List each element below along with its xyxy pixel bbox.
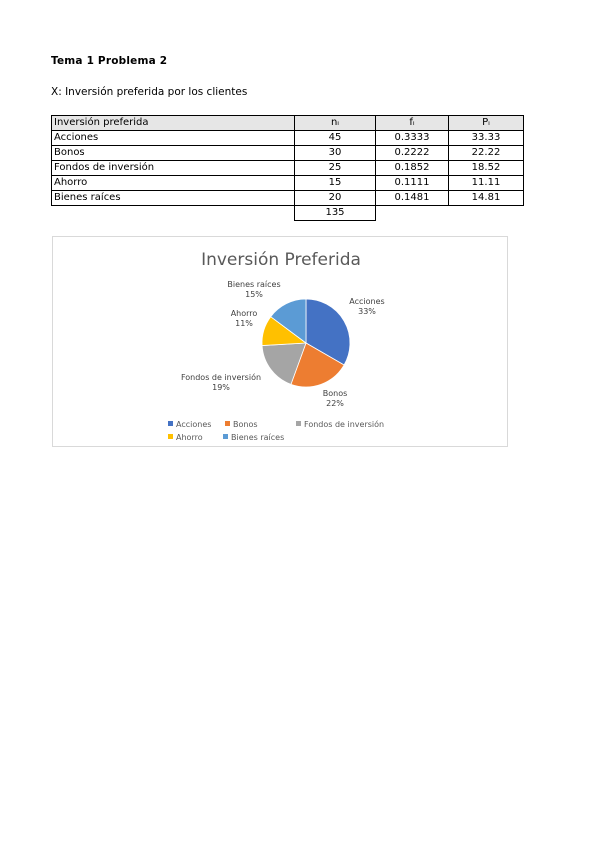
table-header-row: Inversión preferida nᵢ fᵢ Pᵢ bbox=[51, 115, 524, 131]
pie-chart: Inversión Preferida Acciones33%Bonos22%F… bbox=[168, 250, 385, 442]
slice-label-name: Acciones bbox=[349, 297, 384, 306]
cell-ni: 45 bbox=[294, 130, 376, 146]
cell-category: Acciones bbox=[51, 130, 295, 146]
table-row: Fondos de inversión 25 0.1852 18.52 bbox=[51, 160, 524, 176]
table-row: Bienes raíces 20 0.1481 14.81 bbox=[51, 190, 524, 206]
pie-chart-container: Inversión Preferida Acciones 33% Bonos 22% F… bbox=[52, 236, 508, 447]
legend-entry-label: Bonos bbox=[233, 420, 258, 429]
document-title: Tema 1 Problema 2 bbox=[51, 55, 168, 67]
header-percentage: Pᵢ bbox=[448, 115, 524, 131]
table-row: Acciones 45 0.3333 33.33 bbox=[51, 130, 524, 146]
table-row: Bonos 30 0.2222 22.22 bbox=[51, 145, 524, 161]
cell-category: Bonos bbox=[51, 145, 295, 161]
total-spacer bbox=[52, 206, 295, 221]
cell-pi: 33.33 bbox=[448, 130, 524, 146]
table-row: Ahorro 15 0.1111 11.11 bbox=[51, 175, 524, 191]
cell-fi: 0.3333 bbox=[375, 130, 449, 146]
slice-label-name: Bienes raíces bbox=[227, 280, 280, 289]
legend-entry-label: Bienes raíces bbox=[231, 433, 284, 442]
chart-title: Inversión Preferida bbox=[201, 250, 361, 270]
pie-slice-bonos bbox=[290, 342, 345, 388]
legend-entry-label: Acciones bbox=[176, 420, 211, 429]
cell-pi: 11.11 bbox=[448, 175, 524, 191]
slice-label-percent: 22% bbox=[326, 399, 344, 408]
cell-category: Bienes raíces bbox=[51, 190, 295, 206]
cell-fi: 0.1481 bbox=[375, 190, 449, 206]
cell-ni: 30 bbox=[294, 145, 376, 161]
legend-swatch bbox=[168, 434, 173, 439]
slice-label-name: Ahorro bbox=[231, 309, 258, 318]
total-spacer bbox=[449, 206, 524, 221]
legend-entry-label: Fondos de inversión bbox=[304, 419, 384, 429]
cell-ni: 20 bbox=[294, 190, 376, 206]
cell-category: Ahorro bbox=[51, 175, 295, 191]
cell-total-n: 135 bbox=[294, 205, 376, 221]
slice-label-percent: 15% bbox=[245, 290, 263, 299]
legend-swatch bbox=[168, 421, 173, 426]
pie-slice-fondos-de-inversión bbox=[261, 342, 307, 385]
total-spacer bbox=[376, 206, 449, 221]
header-category: Inversión preferida bbox=[51, 115, 295, 131]
slice-label-name: Bonos bbox=[323, 389, 348, 398]
cell-fi: 0.2222 bbox=[375, 145, 449, 161]
cell-fi: 0.1111 bbox=[375, 175, 449, 191]
legend-entry-label: Ahorro bbox=[176, 433, 203, 442]
slice-label-percent: 11% bbox=[235, 319, 253, 328]
slice-label-percent: 33% bbox=[358, 307, 376, 316]
legend-swatch bbox=[223, 434, 228, 439]
legend-swatch bbox=[225, 421, 230, 426]
variable-description: X: Inversión preferida por los clientes bbox=[51, 86, 248, 98]
cell-fi: 0.1852 bbox=[375, 160, 449, 176]
pie-slice-acciones bbox=[305, 298, 351, 366]
frequency-table: Inversión preferida nᵢ fᵢ Pᵢ Acciones 45… bbox=[51, 115, 524, 221]
slice-label-percent: 19% bbox=[212, 383, 230, 392]
header-relative-frequency: fᵢ bbox=[375, 115, 449, 131]
cell-ni: 25 bbox=[294, 160, 376, 176]
slice-label-name: Fondos de inversión bbox=[181, 372, 261, 382]
cell-pi: 14.81 bbox=[448, 190, 524, 206]
pie-slice-bienes-raíces bbox=[270, 298, 307, 344]
legend-swatch bbox=[296, 421, 301, 426]
table-total-row: 135 bbox=[52, 205, 524, 221]
header-absolute-frequency: nᵢ bbox=[294, 115, 376, 131]
cell-category: Fondos de inversión bbox=[51, 160, 295, 176]
cell-pi: 18.52 bbox=[448, 160, 524, 176]
cell-ni: 15 bbox=[294, 175, 376, 191]
cell-pi: 22.22 bbox=[448, 145, 524, 161]
